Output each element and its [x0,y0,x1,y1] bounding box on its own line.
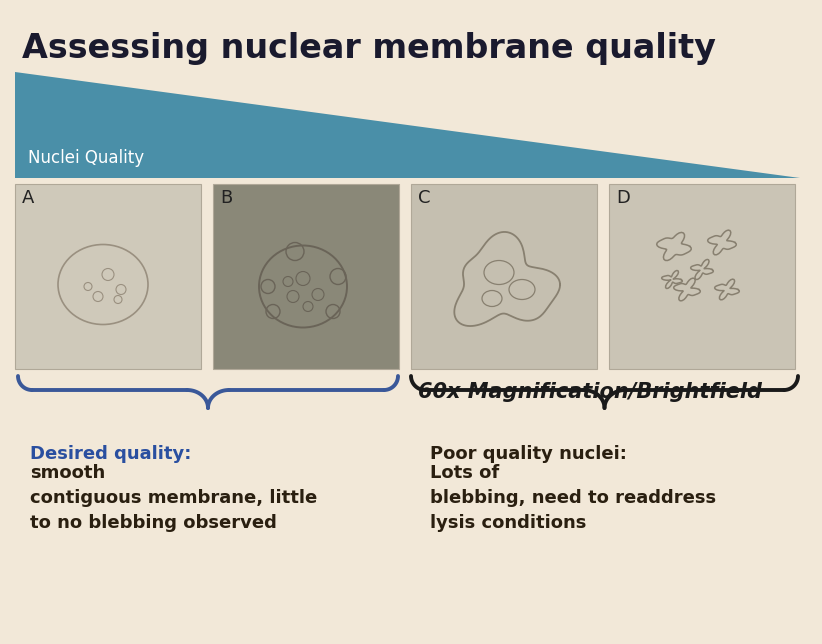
FancyBboxPatch shape [213,184,399,369]
Text: D: D [616,189,630,207]
Text: C: C [418,189,431,207]
Text: Poor quality nuclei:: Poor quality nuclei: [430,445,627,463]
Text: smooth
contiguous membrane, little
to no blebbing observed: smooth contiguous membrane, little to no… [30,464,317,532]
FancyBboxPatch shape [15,184,201,369]
Text: Lots of
blebbing, need to readdress
lysis conditions: Lots of blebbing, need to readdress lysi… [430,464,716,532]
Text: Assessing nuclear membrane quality: Assessing nuclear membrane quality [22,32,716,64]
Text: B: B [220,189,233,207]
FancyBboxPatch shape [609,184,795,369]
Polygon shape [15,72,800,178]
Text: 60x Magnification/Brightfield: 60x Magnification/Brightfield [418,382,762,402]
Text: Desired quality:: Desired quality: [30,445,192,463]
Text: A: A [22,189,35,207]
Text: Nuclei Quality: Nuclei Quality [28,149,144,167]
FancyBboxPatch shape [411,184,597,369]
